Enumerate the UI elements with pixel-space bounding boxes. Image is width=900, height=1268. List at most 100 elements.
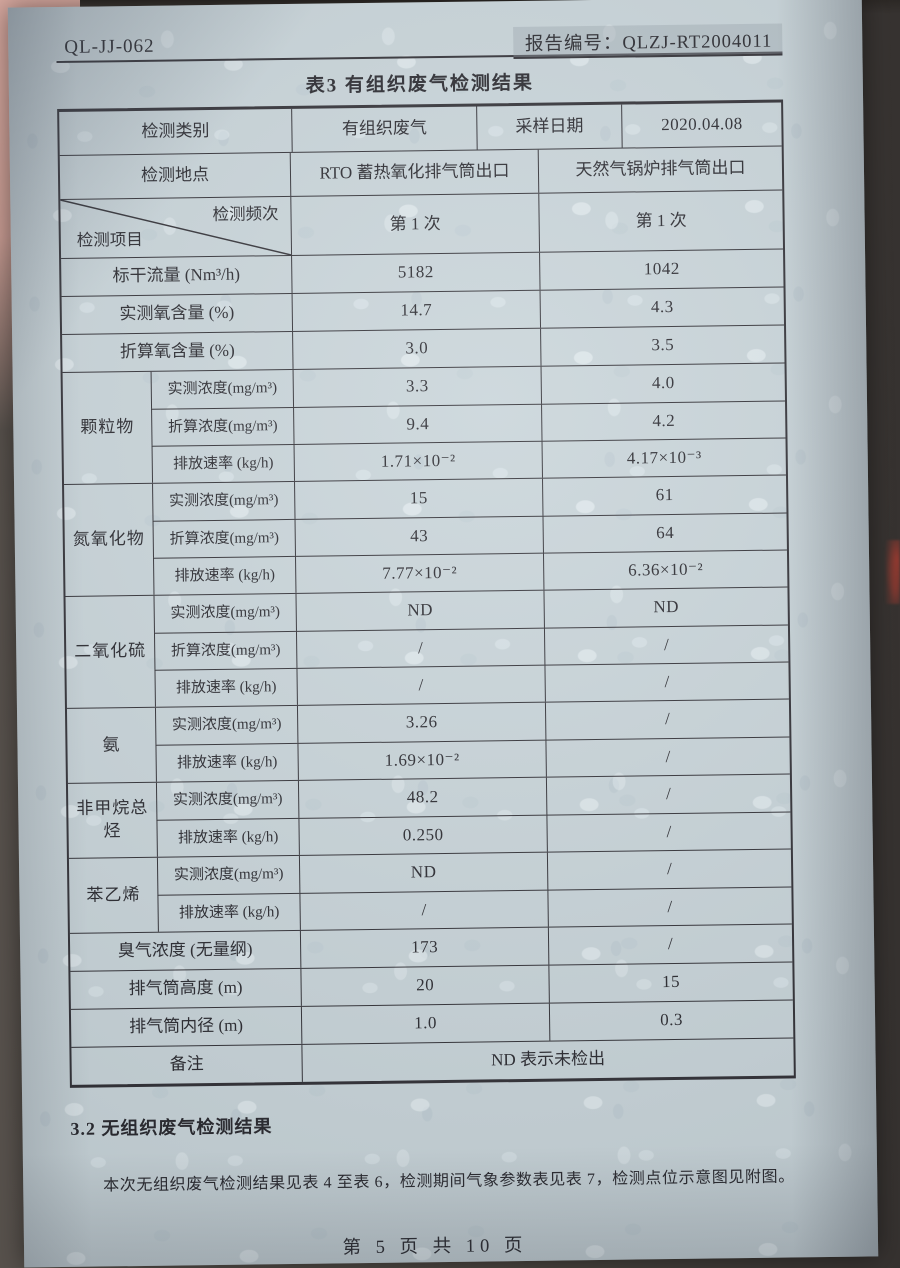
category-value: 有组织废气 <box>291 106 477 152</box>
value-cell: / <box>547 924 793 965</box>
value-cell: 43 <box>294 515 543 556</box>
red-seal-fragment <box>884 540 900 604</box>
value-cell: ND <box>543 587 788 628</box>
sub-label: 排放速率 (kg/h) <box>154 667 297 707</box>
value-cell: 48.2 <box>297 777 547 818</box>
sub-label: 折算浓度(mg/m³) <box>151 406 294 446</box>
document-header: QL-JJ-062 报告编号：QLZJ-RT2004011 <box>56 19 783 64</box>
section-heading: 3.2 无组织废气检测结果 <box>70 1116 273 1139</box>
value-cell: 64 <box>542 512 787 553</box>
row-label: 排气筒内径 (m) <box>129 1015 244 1037</box>
page-number-footer: 第 5 页 共 10 页 <box>342 1235 528 1258</box>
sub-label: 排放速率 (kg/h) <box>155 742 298 782</box>
row-label: 检测类别 <box>141 121 210 141</box>
value-cell: 6.36×10⁻² <box>542 549 788 590</box>
group-nox: 氮氧化物 实测浓度(mg/m³) 15 61 折算浓度(mg/m³) 43 64… <box>64 474 788 596</box>
value-cell: / <box>296 664 545 705</box>
sub-label: 实测浓度(mg/m³) <box>156 855 300 895</box>
sub-label: 排放速率 (kg/h) <box>151 443 295 483</box>
value-cell: / <box>295 627 545 668</box>
report-number-value: QLZJ-RT2004011 <box>622 31 773 54</box>
table-title: 表3 有组织废气检测结果 <box>305 72 535 97</box>
value-cell: 4.17×10⁻³ <box>541 437 786 478</box>
diagonal-bottom-label: 检测项目 <box>76 229 143 250</box>
value-cell: 173 <box>299 927 549 968</box>
value-cell: / <box>544 699 790 740</box>
group-so2: 二氧化硫 实测浓度(mg/m³) ND ND 折算浓度(mg/m³) / / 排… <box>65 586 789 708</box>
value-cell: 3.26 <box>296 702 546 743</box>
group-particulate: 颗粒物 实测浓度(mg/m³) 3.3 4.0 折算浓度(mg/m³) 9.4 … <box>62 362 786 484</box>
doc-code: QL-JJ-062 <box>64 35 155 58</box>
report-page: QL-JJ-062 报告编号：QLZJ-RT2004011 表3 有组织废气检测… <box>7 0 879 1268</box>
group-label: 氮氧化物 <box>72 528 145 549</box>
sub-label: 折算浓度(mg/m³) <box>152 518 295 558</box>
value-cell: / <box>546 849 792 890</box>
results-table: 检测类别 有组织废气 采样日期 2020.04.08 检测地点 RTO 蓄热氧化… <box>57 99 796 1088</box>
group-ammonia: 氨 实测浓度(mg/m³) 3.26 / 排放速率 (kg/h) 1.69×10… <box>66 698 790 783</box>
group-label: 氨 <box>102 734 121 754</box>
sub-label: 排放速率 (kg/h) <box>156 817 299 857</box>
location-col2: 天然气锅炉排气筒出口 <box>537 146 783 193</box>
value-cell: 3.3 <box>292 366 542 407</box>
frequency-col2: 第 1 次 <box>538 190 784 252</box>
value-cell: 4.0 <box>540 363 785 404</box>
row-label: 折算氧含量 (%) <box>119 340 235 362</box>
row-label: 检测地点 <box>140 165 210 185</box>
sub-label: 实测浓度(mg/m³) <box>153 593 296 633</box>
date-value: 2020.04.08 <box>621 102 782 148</box>
diagonal-header-cell: 检测频次 检测项目 <box>60 197 291 258</box>
value-cell: / <box>547 886 792 927</box>
sub-label: 实测浓度(mg/m³) <box>155 780 299 820</box>
sub-label: 实测浓度(mg/m³) <box>154 705 298 745</box>
page-content: QL-JJ-062 报告编号：QLZJ-RT2004011 表3 有组织废气检测… <box>8 0 878 1263</box>
value-cell: / <box>545 774 791 815</box>
value-cell: / <box>544 661 789 702</box>
value-cell: 1.69×10⁻² <box>297 739 546 780</box>
value-cell: 20 <box>300 965 549 1006</box>
remark-label: 备注 <box>169 1054 204 1074</box>
group-label: 非甲烷总烃 <box>76 797 149 841</box>
sub-label: 折算浓度(mg/m³) <box>153 630 297 670</box>
value-cell: 1042 <box>539 249 784 290</box>
row-label: 排气筒高度 (m) <box>128 977 243 999</box>
group-styrene: 苯乙烯 实测浓度(mg/m³) ND / 排放速率 (kg/h) / / <box>68 848 792 933</box>
value-cell: 1.71×10⁻² <box>293 440 542 481</box>
diagonal-top-label: 检测频次 <box>212 204 279 224</box>
location-col1: RTO 蓄热氧化排气筒出口 <box>289 149 539 196</box>
value-cell: 0.3 <box>548 1000 794 1041</box>
value-cell: 7.77×10⁻² <box>294 552 544 593</box>
row-label: 臭气浓度 (无量纲) <box>117 939 253 961</box>
value-cell: 4.2 <box>541 400 786 441</box>
value-cell: ND <box>298 852 548 893</box>
group-label: 颗粒物 <box>80 417 135 437</box>
group-label: 二氧化硫 <box>74 640 147 661</box>
body-paragraph: 本次无组织废气检测结果见表 4 至表 6，检测期间气象参数表见表 7，检测点位示… <box>103 1168 795 1195</box>
value-cell: ND <box>295 590 544 631</box>
row-label: 标干流量 (Nm³/h) <box>112 264 241 286</box>
group-nmhc: 非甲烷总烃 实测浓度(mg/m³) 48.2 / 排放速率 (kg/h) 0.2… <box>67 773 791 858</box>
sub-label: 排放速率 (kg/h) <box>157 892 300 932</box>
date-label: 采样日期 <box>476 104 622 150</box>
value-cell: / <box>299 889 548 930</box>
group-label: 苯乙烯 <box>86 884 141 905</box>
sub-label: 实测浓度(mg/m³) <box>152 481 295 521</box>
table-row-frequency: 检测频次 检测项目 第 1 次 第 1 次 <box>60 189 784 258</box>
sub-label: 实测浓度(mg/m³) <box>150 369 294 409</box>
value-cell: 4.3 <box>539 287 785 328</box>
value-cell: 14.7 <box>291 290 541 331</box>
value-cell: 1.0 <box>300 1003 550 1044</box>
value-cell: 3.5 <box>540 325 785 366</box>
value-cell: 15 <box>294 478 543 519</box>
row-label: 实测氧含量 (%) <box>119 302 235 324</box>
value-cell: 61 <box>542 475 787 516</box>
value-cell: / <box>543 624 789 665</box>
sub-label: 排放速率 (kg/h) <box>153 555 296 595</box>
frequency-col1: 第 1 次 <box>290 193 540 255</box>
report-number: 报告编号：QLZJ-RT2004011 <box>512 23 783 60</box>
remark-value: ND 表示未检出 <box>301 1038 794 1082</box>
value-cell: / <box>545 736 790 777</box>
value-cell: 5182 <box>291 252 540 293</box>
value-cell: 3.0 <box>292 328 541 369</box>
value-cell: / <box>546 811 791 852</box>
